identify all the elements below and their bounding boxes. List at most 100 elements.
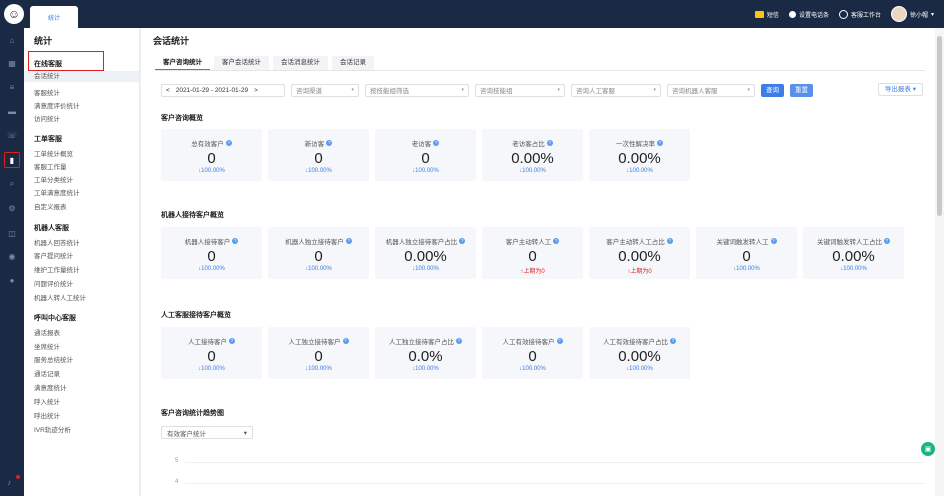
metric-change: ↑上期为0	[627, 269, 652, 275]
metric-value: 0	[207, 150, 216, 167]
chat-float-button[interactable]: ▣	[921, 442, 935, 456]
date-range-picker[interactable]: < 2021-01-29 - 2021-01-29 >	[161, 83, 285, 97]
phone-icon[interactable]: ☏	[6, 130, 17, 140]
skill-group-filter-select[interactable]: 按技能组筛选 ▾	[365, 83, 469, 97]
date-range-text: 2021-01-29 - 2021-01-29	[175, 86, 249, 94]
notification-dot	[16, 475, 20, 479]
robot-agent-select[interactable]: 咨询机器人客服 ▾	[667, 83, 755, 97]
help-icon[interactable]: ?	[666, 238, 673, 244]
section-call-center[interactable]: 呼叫中心客服	[34, 315, 76, 322]
section-ticket-service[interactable]: 工单客服	[34, 136, 62, 143]
prev-date-button[interactable]: <	[166, 86, 170, 94]
phone-settings-button[interactable]: 设置电话条	[788, 10, 829, 19]
help-icon[interactable]: ?	[326, 140, 333, 146]
export-report-button[interactable]: 导出报表 ▾	[877, 83, 923, 96]
scrollbar-thumb[interactable]	[937, 36, 942, 216]
metric-value: 0	[314, 248, 323, 265]
nav-item-call-records[interactable]: 通话记录	[34, 371, 60, 378]
tab-customer-session[interactable]: 客户会话统计	[214, 56, 269, 70]
top-tab-statistics[interactable]: 统计	[30, 6, 78, 28]
metric-label-text: 关键词触发转人工占比	[817, 239, 882, 246]
page-scrollbar[interactable]	[935, 28, 944, 496]
help-icon[interactable]: ?	[456, 338, 462, 344]
robot-icon[interactable]: ◫	[8, 228, 16, 238]
metric-value: 0	[742, 248, 751, 265]
help-icon[interactable]: ?	[229, 338, 235, 344]
page-title: 会话统计	[153, 36, 190, 46]
reset-button[interactable]: 重置	[790, 83, 813, 97]
nav-item-ticket-overview[interactable]: 工单统计概览	[34, 151, 73, 158]
app-logo[interactable]: ☺	[4, 4, 24, 24]
tab-session-records[interactable]: 会话记录	[332, 56, 374, 70]
home-icon[interactable]: ⌂	[9, 35, 15, 45]
nav-item-seat-stats[interactable]: 坐席统计	[34, 344, 60, 351]
nav-item-inbound[interactable]: 呼入统计	[34, 399, 60, 406]
skill-group-select[interactable]: 咨询技能组 ▾	[475, 83, 565, 97]
nav-item-satisfaction-stats[interactable]: 满意度评价统计	[34, 103, 80, 110]
agent-workbench-button[interactable]: 客服工作台	[838, 9, 881, 19]
list-icon[interactable]: ≡	[9, 82, 15, 92]
nav-item-call-satisfaction[interactable]: 满意度统计	[34, 385, 67, 392]
sms-button[interactable]: 短信	[754, 10, 779, 19]
help-icon[interactable]: ?	[345, 238, 352, 244]
help-icon[interactable]: ?	[459, 238, 466, 244]
help-icon[interactable]: ?	[770, 238, 777, 244]
nav-item-session-stats[interactable]: 会话统计	[24, 71, 139, 82]
help-icon[interactable]: ?	[433, 140, 440, 146]
help-icon[interactable]: ?	[546, 140, 553, 146]
nav-item-custom-report[interactable]: 自定义报表	[34, 204, 67, 211]
nav-item-customer-question[interactable]: 客户提问统计	[34, 253, 73, 260]
user-menu[interactable]: 徐小帽 ▾	[890, 6, 934, 22]
help-icon[interactable]: ?	[556, 338, 563, 344]
nav-item-robot-answer[interactable]: 机器人回答统计	[34, 240, 80, 247]
help-icon[interactable]: ?	[670, 338, 676, 344]
metric-label: 人工有效接待客户占比?	[603, 336, 676, 346]
next-date-button[interactable]: >	[254, 86, 258, 94]
nav-item-visit-stats[interactable]: 访问统计	[34, 116, 60, 123]
channel-select[interactable]: 咨询渠道 ▾	[291, 83, 359, 97]
bell-icon[interactable]: ♪	[7, 478, 11, 487]
tab-session-message[interactable]: 会话消息统计	[273, 56, 328, 70]
nav-item-maintenance[interactable]: 维护工作量统计	[34, 267, 80, 274]
grid-icon[interactable]: ▦	[8, 58, 16, 68]
help-icon[interactable]: ?	[884, 238, 890, 244]
help-icon[interactable]: ?	[232, 238, 239, 244]
settings-icon[interactable]: ◉	[8, 251, 16, 261]
section-title-trend: 客户咨询统计趋势图	[161, 410, 224, 417]
help-icon[interactable]: ?	[342, 338, 349, 344]
section-robot-service[interactable]: 机器人客服	[34, 225, 69, 232]
metric-value: 0.0%	[408, 348, 443, 365]
nav-item-ticket-category[interactable]: 工单分类统计	[34, 177, 73, 184]
nav-item-agent-stats[interactable]: 客服统计	[34, 90, 60, 97]
nav-item-outbound[interactable]: 呼出统计	[34, 413, 60, 420]
statistics-icon[interactable]: ▮	[4, 152, 20, 168]
chat-icon[interactable]: ▬	[8, 106, 16, 116]
tab-customer-consult[interactable]: 客户咨询统计	[155, 56, 210, 70]
help-icon[interactable]: ?	[657, 140, 663, 146]
metric-value: 0	[314, 150, 323, 167]
section-online-service[interactable]: 在线客服	[34, 61, 62, 68]
metric-label: 客户主动转人工占比?	[606, 236, 673, 246]
metric-change: ↓100.00%	[305, 266, 332, 272]
chevron-down-icon: ▾	[461, 87, 464, 93]
metric-label: 机器人接待客户?	[185, 236, 239, 246]
trend-metric-select[interactable]: 有效客户统计 ▾	[161, 426, 253, 439]
human-agent-select[interactable]: 咨询人工客服 ▾	[571, 83, 661, 97]
gear-icon[interactable]: ⚙	[8, 203, 16, 213]
nav-item-ticket-satisfaction[interactable]: 工单满意度统计	[34, 190, 80, 197]
help-icon[interactable]: ?	[225, 140, 232, 146]
metric-change: ↓100.00%	[305, 366, 332, 372]
nav-item-robot-transfer[interactable]: 机器人转人工统计	[34, 295, 86, 302]
human-agent-select-label: 咨询人工客服	[576, 88, 615, 95]
info-icon[interactable]: ●	[9, 275, 15, 285]
nav-item-agent-workload[interactable]: 客服工作量	[34, 164, 67, 171]
nav-item-question-rating[interactable]: 问题评价统计	[34, 281, 73, 288]
nav-item-ivr[interactable]: IVR轨迹分析	[34, 427, 71, 434]
query-button[interactable]: 查询	[761, 83, 784, 97]
metric-label: 人工独立接待客户?	[289, 336, 349, 346]
help-icon[interactable]: ?	[553, 238, 560, 244]
nav-item-service-summary[interactable]: 服务总结统计	[34, 357, 73, 364]
nav-item-call-report[interactable]: 通话报表	[34, 330, 60, 337]
metric-change: ↓100.00%	[626, 366, 653, 372]
search-icon[interactable]: ⌕	[9, 179, 15, 188]
